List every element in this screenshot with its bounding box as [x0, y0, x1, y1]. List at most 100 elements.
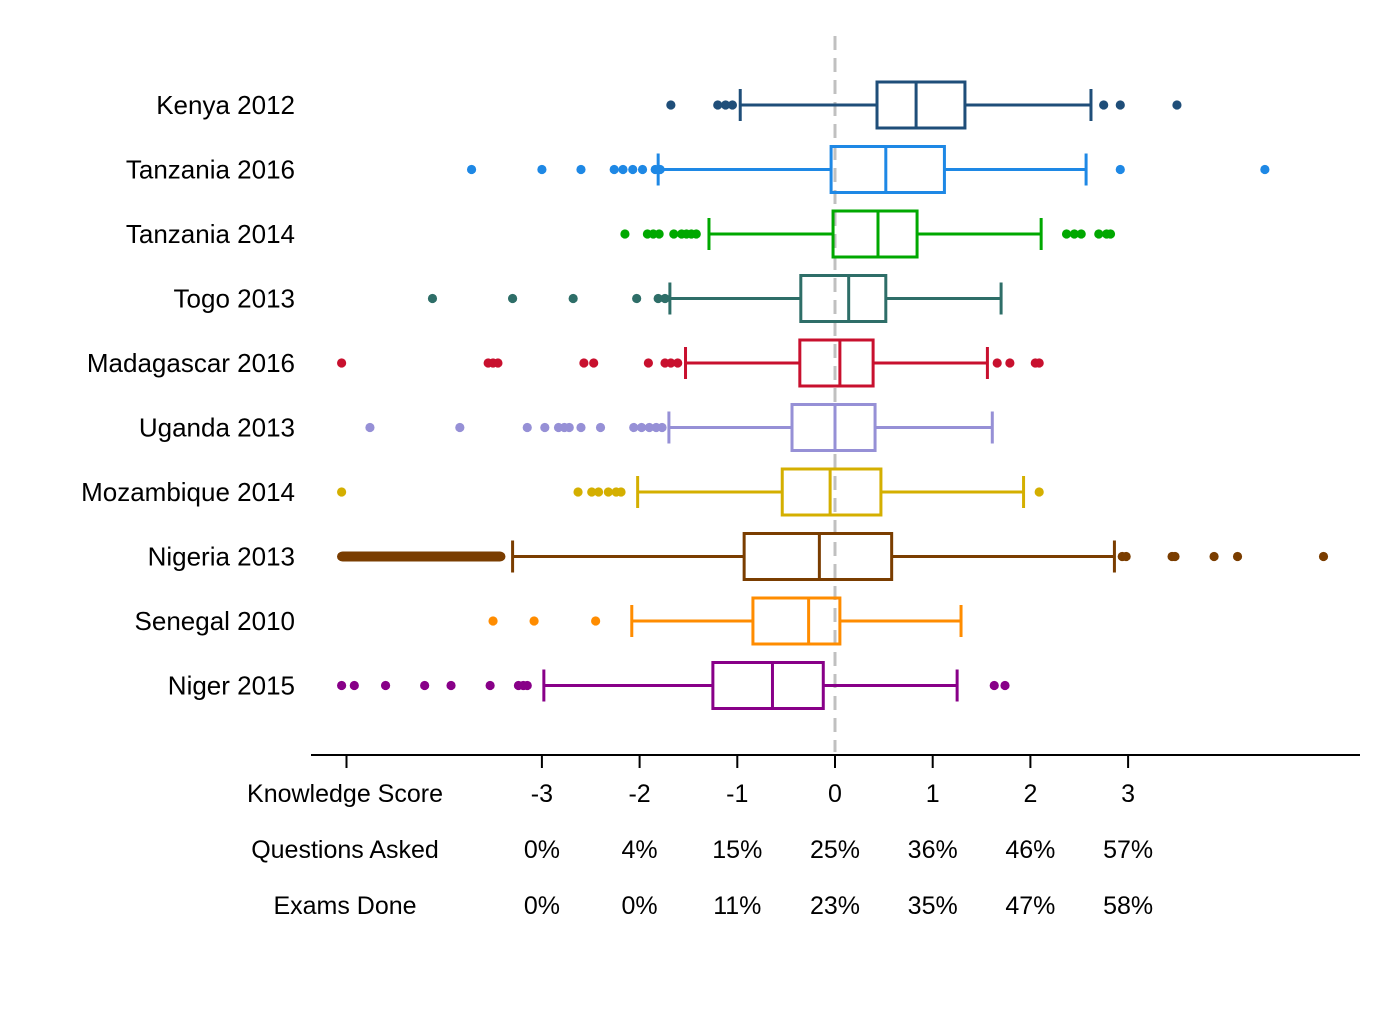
outlier-point — [568, 293, 578, 304]
outlier-point — [673, 358, 683, 368]
tick-label: 25% — [810, 836, 860, 864]
outlier-point — [620, 229, 630, 239]
tick-label: 4% — [622, 836, 658, 864]
category-labels-layer: Kenya 2012 Tanzania 2016 Tanzania 2014 Togo… — [81, 90, 295, 701]
outlier-point — [992, 358, 1002, 368]
outlier-point — [576, 422, 586, 433]
tick-label: 46% — [1005, 836, 1055, 864]
outlier-point — [337, 487, 347, 497]
outlier-point — [603, 487, 613, 497]
tick-label: 15% — [712, 836, 762, 864]
outlier-point — [564, 422, 574, 433]
outlier-point — [1172, 100, 1182, 110]
outlier-point — [493, 358, 503, 368]
axis-row-title: Exams Done — [273, 892, 416, 920]
category-label: Nigeria 2013 — [148, 542, 295, 572]
outlier-point — [713, 100, 723, 110]
outlier-point — [653, 293, 663, 304]
tick-label: 57% — [1103, 836, 1153, 864]
iqr-box — [751, 596, 842, 646]
category-label: Togo 2013 — [174, 284, 295, 314]
outlier-point — [629, 422, 639, 433]
outlier-point — [466, 164, 477, 175]
outlier-point — [1170, 551, 1180, 562]
tick-label: 47% — [1005, 892, 1055, 920]
outlier-point — [337, 680, 347, 691]
category-label: Uganda 2013 — [139, 413, 295, 443]
outlier-point — [1094, 229, 1104, 239]
box-tanzania-2016 — [466, 145, 1270, 194]
iqr-box — [831, 209, 919, 259]
tick-label: -1 — [726, 780, 748, 808]
outlier-point — [579, 358, 589, 368]
outlier-point — [616, 487, 626, 497]
tick-label: 11% — [713, 892, 761, 920]
iqr-box — [829, 145, 946, 194]
box-nigeria-2013 — [337, 532, 1329, 581]
outlier-point — [669, 229, 679, 239]
outlier-point — [576, 164, 586, 175]
outlier-point — [1115, 164, 1125, 175]
box-kenya-2012 — [666, 80, 1182, 130]
outlier-point — [522, 680, 532, 691]
tick-label: 2 — [1023, 780, 1037, 808]
outlier-point — [609, 164, 619, 175]
outlier-point — [365, 422, 375, 433]
outlier-point — [1034, 358, 1044, 368]
outlier-point — [427, 293, 438, 304]
outlier-cluster — [337, 551, 505, 562]
box-togo-2013 — [427, 274, 1003, 323]
outlier-point — [691, 229, 701, 239]
outlier-point — [655, 164, 665, 175]
tick-label: 36% — [908, 836, 958, 864]
outlier-point — [337, 358, 347, 368]
outlier-point — [727, 100, 738, 110]
category-label: Madagascar 2016 — [87, 348, 295, 378]
box-uganda-2013 — [365, 403, 994, 452]
outlier-point — [1121, 551, 1131, 562]
tick-label: 35% — [908, 892, 958, 920]
boxes-layer — [337, 80, 1329, 710]
outlier-point — [587, 487, 597, 497]
outlier-point — [540, 422, 550, 433]
outlier-point — [537, 164, 547, 175]
axis-row-title: Questions Asked — [251, 836, 439, 864]
iqr-box — [798, 338, 875, 388]
outlier-point — [1000, 680, 1010, 691]
outlier-point — [595, 422, 606, 433]
tick-label: 1 — [926, 780, 940, 808]
box-tanzania-2014 — [620, 209, 1116, 259]
outlier-point — [1034, 487, 1044, 497]
outlier-point — [644, 422, 654, 433]
category-label: Mozambique 2014 — [81, 477, 295, 507]
box-madagascar-2016 — [337, 338, 1044, 388]
outlier-point — [989, 680, 999, 691]
outlier-point — [1105, 229, 1116, 239]
tick-label: 58% — [1103, 892, 1153, 920]
tick-label: 0% — [622, 892, 658, 920]
box-senegal-2010 — [488, 596, 963, 646]
outlier-point — [1069, 229, 1079, 239]
tick-label: 0 — [828, 780, 842, 808]
outlier-point — [1115, 100, 1125, 110]
tick-label: 3 — [1121, 780, 1135, 808]
outlier-point — [446, 680, 456, 691]
outlier-point — [1061, 229, 1072, 239]
outlier-point — [589, 358, 599, 368]
category-label: Tanzania 2014 — [126, 219, 295, 249]
outlier-point — [488, 616, 498, 626]
iqr-box — [711, 661, 825, 710]
category-label: Senegal 2010 — [135, 606, 295, 636]
category-label: Niger 2015 — [168, 671, 295, 701]
outlier-point — [636, 422, 647, 433]
outlier-point — [1005, 358, 1015, 368]
outlier-point — [637, 164, 648, 175]
outlier-point — [591, 616, 601, 626]
x-axis: Knowledge Score -3 -2 -1 0 1 2 3 Questions Asked… — [247, 754, 1360, 920]
outlier-point — [522, 422, 532, 433]
outlier-point — [1232, 551, 1243, 562]
outlier-point — [349, 680, 359, 691]
outlier-point — [618, 164, 628, 175]
outlier-point — [1318, 551, 1329, 562]
